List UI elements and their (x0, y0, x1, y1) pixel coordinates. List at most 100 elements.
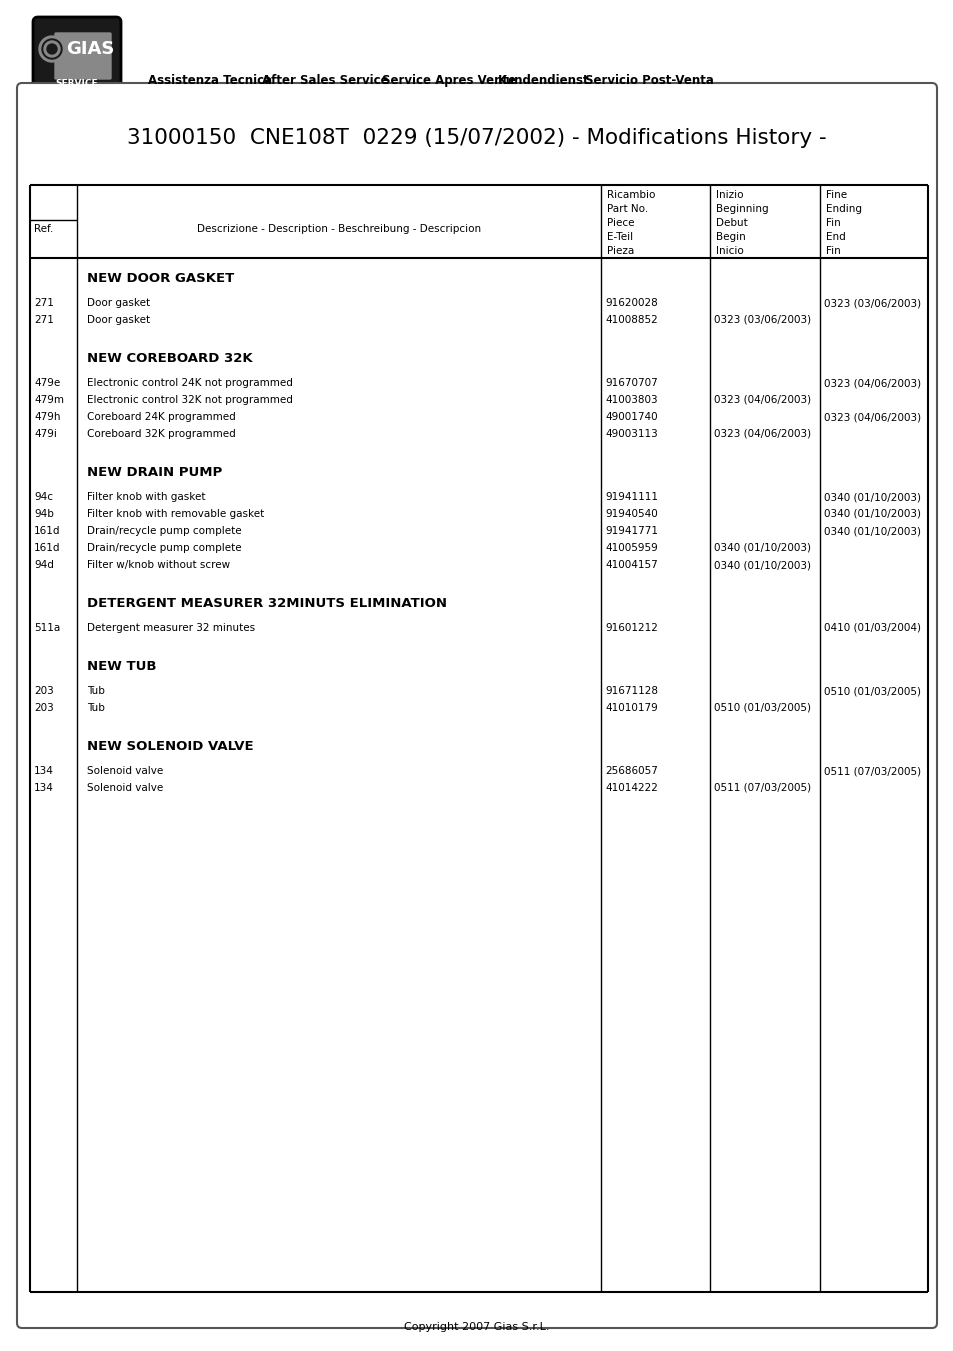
Text: 0323 (04/06/2003): 0323 (04/06/2003) (823, 378, 921, 388)
Text: 94d: 94d (34, 561, 53, 570)
Text: DETERGENT MEASURER 32MINUTS ELIMINATION: DETERGENT MEASURER 32MINUTS ELIMINATION (87, 597, 447, 611)
Text: Ricambio: Ricambio (606, 190, 655, 200)
Text: GIAS: GIAS (66, 41, 114, 58)
Text: NEW COREBOARD 32K: NEW COREBOARD 32K (87, 353, 253, 365)
Text: 134: 134 (34, 784, 53, 793)
Text: 271: 271 (34, 299, 53, 308)
Circle shape (44, 41, 60, 57)
Text: Fin: Fin (825, 218, 840, 228)
Text: Detergent measurer 32 minutes: Detergent measurer 32 minutes (87, 623, 254, 634)
Text: 0410 (01/03/2004): 0410 (01/03/2004) (823, 623, 920, 634)
Circle shape (42, 39, 62, 59)
Text: 91601212: 91601212 (604, 623, 658, 634)
Text: 479m: 479m (34, 394, 64, 405)
Text: 0323 (04/06/2003): 0323 (04/06/2003) (713, 430, 810, 439)
Text: 91941111: 91941111 (604, 492, 658, 503)
Circle shape (47, 45, 57, 54)
Text: 0511 (07/03/2005): 0511 (07/03/2005) (713, 784, 810, 793)
Text: 0340 (01/10/2003): 0340 (01/10/2003) (823, 526, 920, 536)
Text: Copyright 2007 Gias S.r.L.: Copyright 2007 Gias S.r.L. (404, 1323, 549, 1332)
Text: Service Apres Vente: Service Apres Vente (381, 74, 516, 86)
Text: 0511 (07/03/2005): 0511 (07/03/2005) (823, 766, 921, 775)
Text: 41003803: 41003803 (604, 394, 657, 405)
Text: 41010179: 41010179 (604, 703, 657, 713)
Text: 0323 (04/06/2003): 0323 (04/06/2003) (823, 412, 921, 422)
Text: 41004157: 41004157 (604, 561, 657, 570)
Text: Ending: Ending (825, 204, 862, 213)
Text: Fin: Fin (825, 246, 840, 255)
Text: 41014222: 41014222 (604, 784, 658, 793)
Text: 41005959: 41005959 (604, 543, 657, 553)
Text: 0323 (04/06/2003): 0323 (04/06/2003) (713, 394, 810, 405)
Text: 0340 (01/10/2003): 0340 (01/10/2003) (823, 509, 920, 519)
Text: Servicio Post-Venta: Servicio Post-Venta (584, 74, 713, 86)
Text: Part No.: Part No. (606, 204, 648, 213)
Text: Solenoid valve: Solenoid valve (87, 766, 163, 775)
Text: 41008852: 41008852 (604, 315, 657, 326)
Text: 0340 (01/10/2003): 0340 (01/10/2003) (713, 561, 810, 570)
Text: Assistenza Tecnica: Assistenza Tecnica (148, 74, 272, 86)
Text: 49003113: 49003113 (604, 430, 657, 439)
Text: E-Teil: E-Teil (606, 232, 633, 242)
Text: Tub: Tub (87, 686, 105, 696)
Text: 511a: 511a (34, 623, 60, 634)
Text: 161d: 161d (34, 543, 60, 553)
Text: 0510 (01/03/2005): 0510 (01/03/2005) (713, 703, 810, 713)
Text: 0510 (01/03/2005): 0510 (01/03/2005) (823, 686, 920, 696)
Text: 134: 134 (34, 766, 53, 775)
Text: 91671128: 91671128 (604, 686, 658, 696)
Text: 203: 203 (34, 686, 53, 696)
Text: Debut: Debut (716, 218, 747, 228)
Text: Filter knob with removable gasket: Filter knob with removable gasket (87, 509, 264, 519)
Text: SERVICE: SERVICE (55, 78, 98, 88)
Text: 0340 (01/10/2003): 0340 (01/10/2003) (823, 492, 920, 503)
Text: Electronic control 24K not programmed: Electronic control 24K not programmed (87, 378, 293, 388)
Text: Inicio: Inicio (716, 246, 743, 255)
Text: Filter knob with gasket: Filter knob with gasket (87, 492, 205, 503)
Text: Electronic control 32K not programmed: Electronic control 32K not programmed (87, 394, 293, 405)
Text: Beginning: Beginning (716, 204, 768, 213)
Text: Pieza: Pieza (606, 246, 634, 255)
Text: NEW DOOR GASKET: NEW DOOR GASKET (87, 272, 234, 285)
FancyBboxPatch shape (33, 18, 121, 89)
Text: 91940540: 91940540 (604, 509, 657, 519)
Text: Solenoid valve: Solenoid valve (87, 784, 163, 793)
Text: NEW SOLENOID VALVE: NEW SOLENOID VALVE (87, 740, 253, 753)
Text: 94c: 94c (34, 492, 53, 503)
Text: Tub: Tub (87, 703, 105, 713)
Text: End: End (825, 232, 845, 242)
Text: 31000150  CNE108T  0229 (15/07/2002) - Modifications History -: 31000150 CNE108T 0229 (15/07/2002) - Mod… (127, 128, 826, 149)
Text: 271: 271 (34, 315, 53, 326)
Text: NEW TUB: NEW TUB (87, 661, 156, 673)
Circle shape (39, 36, 65, 62)
Text: Drain/recycle pump complete: Drain/recycle pump complete (87, 543, 241, 553)
Text: Door gasket: Door gasket (87, 299, 150, 308)
Text: 49001740: 49001740 (604, 412, 657, 422)
Text: Descrizione - Description - Beschreibung - Descripcion: Descrizione - Description - Beschreibung… (196, 224, 480, 234)
Text: 94b: 94b (34, 509, 53, 519)
Text: Begin: Begin (716, 232, 745, 242)
Text: 91670707: 91670707 (604, 378, 657, 388)
Text: 0323 (03/06/2003): 0323 (03/06/2003) (713, 315, 810, 326)
Text: Fine: Fine (825, 190, 846, 200)
Text: Door gasket: Door gasket (87, 315, 150, 326)
Text: 0340 (01/10/2003): 0340 (01/10/2003) (713, 543, 810, 553)
Text: 91941771: 91941771 (604, 526, 658, 536)
Text: 25686057: 25686057 (604, 766, 658, 775)
Text: Inizio: Inizio (716, 190, 742, 200)
Text: 479e: 479e (34, 378, 60, 388)
Text: Coreboard 24K programmed: Coreboard 24K programmed (87, 412, 235, 422)
Text: After Sales Service: After Sales Service (262, 74, 388, 86)
Text: 0323 (03/06/2003): 0323 (03/06/2003) (823, 299, 921, 308)
FancyBboxPatch shape (17, 82, 936, 1328)
Text: Coreboard 32K programmed: Coreboard 32K programmed (87, 430, 235, 439)
Text: Filter w/knob without screw: Filter w/knob without screw (87, 561, 230, 570)
Text: Kundendienst: Kundendienst (497, 74, 589, 86)
FancyBboxPatch shape (55, 32, 111, 78)
Text: 161d: 161d (34, 526, 60, 536)
Text: 91620028: 91620028 (604, 299, 657, 308)
Text: 479i: 479i (34, 430, 57, 439)
Text: 203: 203 (34, 703, 53, 713)
Text: Piece: Piece (606, 218, 634, 228)
Text: NEW DRAIN PUMP: NEW DRAIN PUMP (87, 466, 222, 480)
